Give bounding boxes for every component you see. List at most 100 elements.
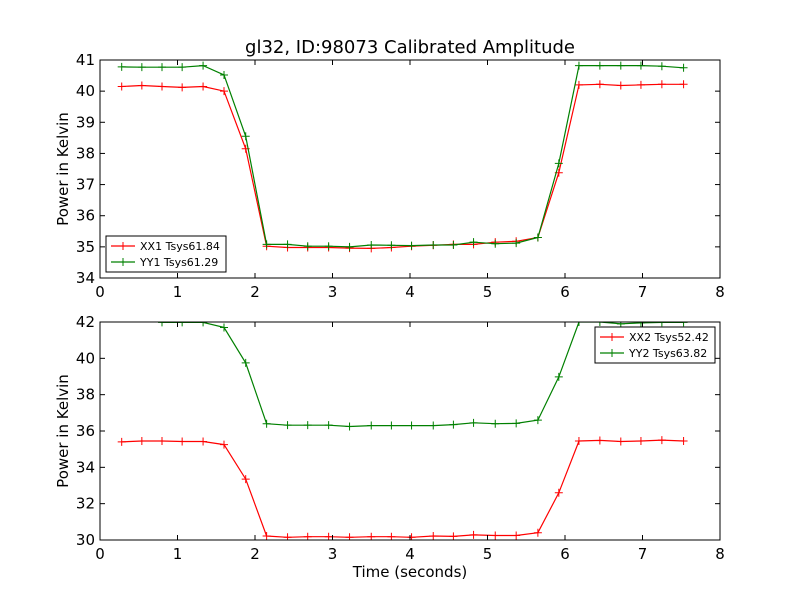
data-point	[387, 421, 396, 430]
legend-label: XX1 Tsys61.84	[140, 240, 220, 253]
x-tick-label: 5	[483, 283, 493, 301]
data-point	[574, 80, 583, 89]
data-point	[429, 240, 438, 249]
x-tick-label: 7	[638, 545, 648, 563]
series-line	[121, 439, 684, 538]
y-tick-label: 39	[76, 113, 95, 131]
data-point	[574, 61, 583, 70]
data-point	[117, 437, 126, 446]
x-tick-label: 7	[638, 283, 648, 301]
y-tick-label: 36	[76, 422, 95, 440]
x-tick-label: 0	[95, 545, 105, 563]
data-point	[616, 81, 625, 90]
data-point	[512, 419, 521, 428]
data-point	[137, 81, 146, 90]
data-point	[449, 240, 458, 249]
data-point	[657, 80, 666, 89]
legend-marker	[119, 242, 127, 250]
legend: XX1 Tsys61.84 YY1 Tsys61.29	[105, 235, 227, 273]
series-line	[121, 64, 684, 248]
series-2	[117, 61, 688, 251]
data-point	[324, 421, 333, 430]
x-tick-label: 6	[560, 283, 570, 301]
data-point	[303, 532, 312, 540]
data-point	[469, 530, 478, 539]
x-tick-label: 0	[95, 283, 105, 301]
data-point	[636, 436, 645, 445]
data-point	[367, 240, 376, 249]
x-tick-label: 6	[560, 545, 570, 563]
data-point	[636, 322, 645, 327]
chart-title: gl32, ID:98073 Calibrated Amplitude	[245, 37, 575, 58]
y-tick-label: 40	[76, 82, 95, 100]
data-point	[636, 61, 645, 70]
data-point	[117, 62, 126, 71]
data-point	[220, 70, 228, 79]
data-point	[241, 132, 250, 141]
x-tick-label: 3	[328, 283, 338, 301]
data-point	[679, 63, 688, 72]
data-point	[554, 372, 563, 381]
data-point	[657, 62, 666, 71]
data-point	[469, 418, 478, 427]
data-point	[512, 239, 521, 248]
data-point	[220, 87, 228, 96]
data-point	[178, 63, 187, 72]
data-point	[679, 436, 688, 445]
data-point	[345, 422, 354, 431]
data-point	[512, 531, 521, 540]
data-point	[616, 437, 625, 446]
legend: XX2 Tsys52.42 YY2 Tsys63.82	[594, 326, 716, 364]
data-point	[616, 322, 625, 328]
series-line	[156, 322, 684, 428]
y-tick-label: 41	[76, 51, 95, 69]
data-point	[283, 421, 292, 430]
series-1	[117, 436, 688, 540]
data-point	[141, 322, 143, 323]
data-point	[679, 80, 688, 89]
data-point	[262, 419, 271, 428]
legend-label: YY1 Tsys61.29	[139, 256, 218, 269]
data-point	[367, 421, 376, 430]
data-point	[595, 61, 604, 70]
x-tick-label: 8	[715, 283, 725, 301]
data-point	[636, 80, 645, 89]
data-point	[595, 436, 604, 445]
legend-marker	[608, 349, 616, 357]
y-tick-label: 38	[76, 386, 95, 404]
data-point	[178, 437, 187, 446]
x-tick-label: 2	[250, 283, 260, 301]
x-tick-label: 4	[405, 283, 415, 301]
data-point	[595, 80, 604, 89]
data-point	[449, 532, 458, 540]
data-point	[158, 63, 166, 72]
data-point	[449, 420, 458, 429]
data-point	[303, 242, 312, 251]
y-tick-label: 42	[76, 313, 95, 331]
legend-marker	[608, 333, 616, 341]
y-tick-label: 30	[76, 531, 95, 549]
data-point	[199, 61, 208, 70]
data-point	[324, 242, 333, 251]
data-point	[262, 532, 271, 540]
data-point	[121, 322, 123, 323]
x-axis-label: Time (seconds)	[352, 563, 468, 581]
data-point	[367, 532, 376, 540]
data-point	[220, 323, 228, 332]
x-tick-label: 5	[483, 545, 493, 563]
series-1	[117, 80, 688, 253]
data-point	[554, 159, 563, 168]
x-tick-label: 3	[328, 545, 338, 563]
y-tick-label: 38	[76, 144, 95, 162]
data-point	[178, 83, 187, 92]
x-tick-label: 1	[173, 545, 183, 563]
data-point	[491, 239, 500, 248]
data-point	[533, 528, 542, 537]
legend-label: YY2 Tsys63.82	[628, 347, 707, 360]
data-point	[158, 436, 166, 445]
y-tick-label: 37	[76, 176, 95, 194]
data-point	[199, 82, 208, 91]
data-point	[616, 61, 625, 70]
